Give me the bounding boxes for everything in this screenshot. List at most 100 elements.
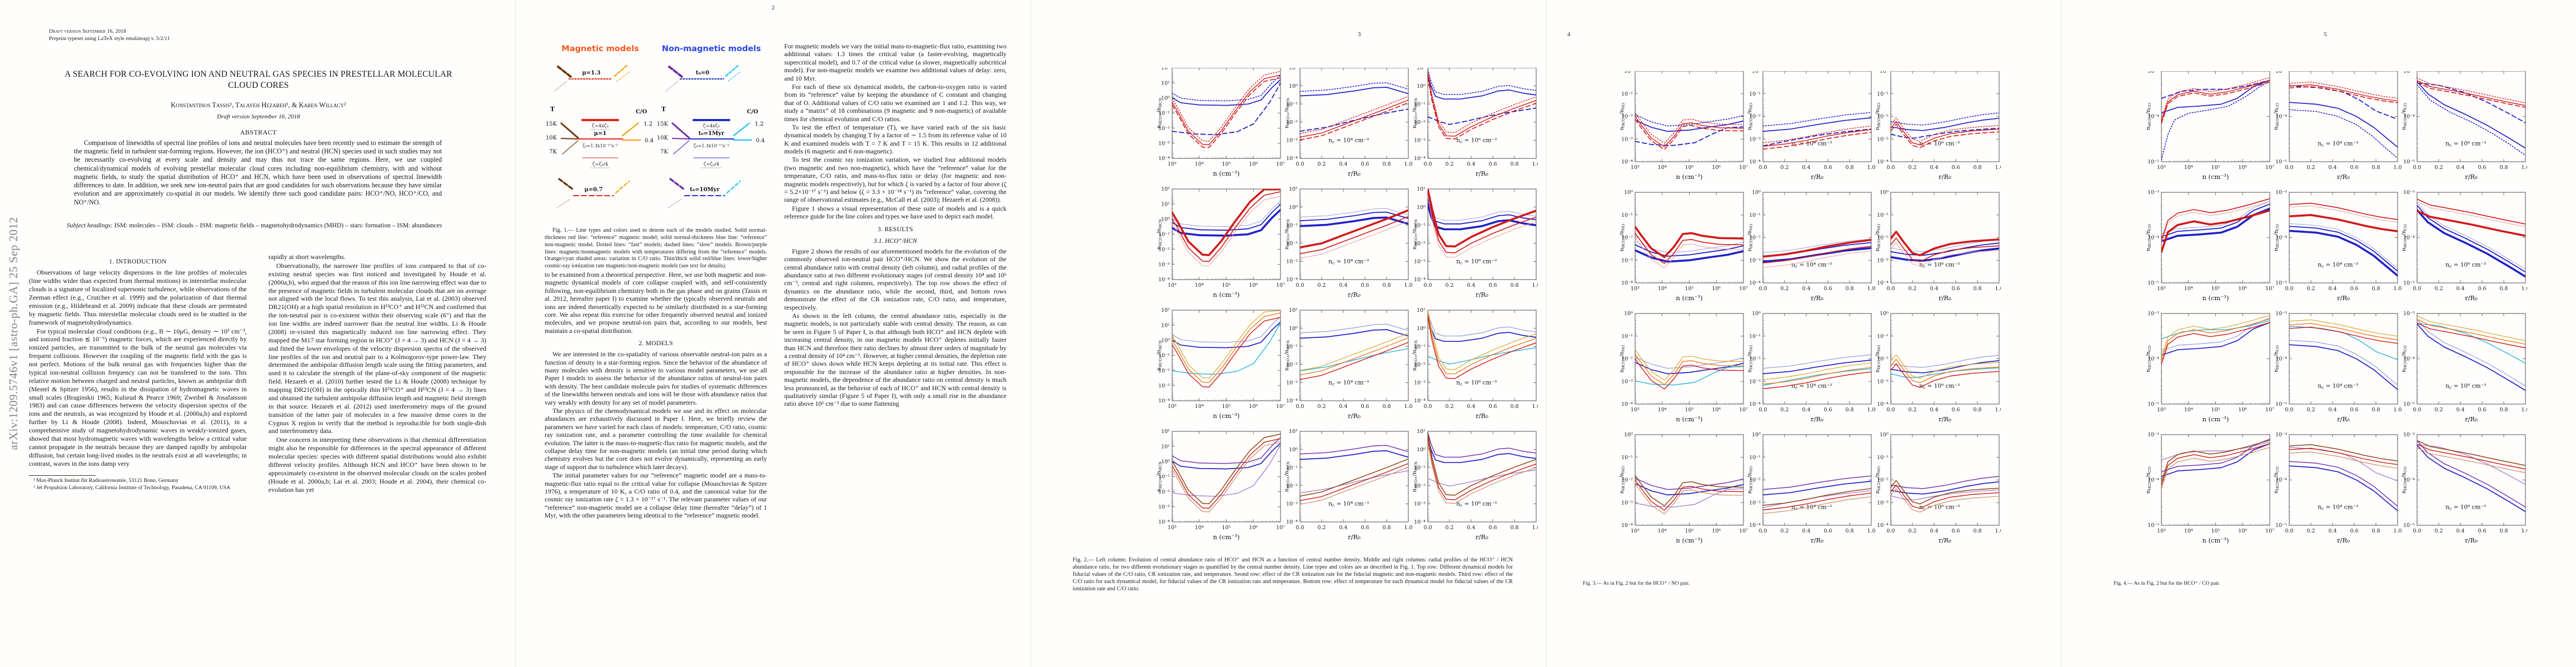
svg-text:0.0: 0.0 [2285,407,2293,413]
svg-text:0.4: 0.4 [2328,407,2336,413]
svg-text:10⁻⁴: 10⁻⁴ [1749,522,1761,529]
svg-text:0.0: 0.0 [1296,525,1304,531]
svg-text:10⁻¹: 10⁻¹ [1414,344,1426,350]
svg-text:n (cm⁻³): n (cm⁻³) [1213,291,1239,298]
svg-text:0.2: 0.2 [2434,407,2443,413]
svg-text:10⁻⁴: 10⁻⁴ [2275,114,2287,120]
svg-text:r/R₀: r/R₀ [1811,415,1823,423]
page-3: 3 10² 10¹ 10⁰ 10⁻¹ 10⁻² 10⁻³ 10⁻⁴ 10³ 10⁴ 10⁵ 10⁶ 1… [1030,0,1546,667]
svg-text:nHCO+/nCO: nHCO+/nCO [2145,466,2152,494]
svg-text:0.6: 0.6 [2478,528,2486,534]
svg-text:10⁻²: 10⁻² [1286,362,1298,368]
svg-text:0.4: 0.4 [1802,528,1810,534]
svg-text:0.4: 0.4 [1467,525,1475,531]
body-paragraph: For magnetic models we vary the initial … [784,42,1007,82]
svg-text:0.4: 0.4 [1802,407,1810,413]
svg-text:10⁻⁴: 10⁻⁴ [1877,159,1889,165]
svg-text:10¹: 10¹ [1161,444,1170,450]
svg-text:10⁻⁴: 10⁻⁴ [1877,522,1889,529]
svg-text:10⁻³: 10⁻³ [1414,380,1426,386]
svg-text:10⁻²: 10⁻² [1749,477,1761,484]
figure-4-ca​ption: Fig. 4.— As in Fig. 2 but for the HCO⁺ /… [2114,580,2220,586]
body-paragraph: rapidly at short wavelengths. [268,253,346,261]
figure-1-caption: Fig. 1.— Line types and colors used to d… [545,227,767,270]
svg-text:10⁻³: 10⁻³ [2403,71,2415,74]
svg-text:10¹: 10¹ [1289,307,1298,313]
svg-text:r/R₀: r/R₀ [2337,536,2350,544]
svg-text:1.0: 1.0 [1995,407,2001,413]
svg-text:0.0: 0.0 [2413,165,2421,171]
svg-text:r/R₀: r/R₀ [1348,291,1361,298]
svg-text:μ=1: μ=1 [594,131,607,137]
svg-text:0.2: 0.2 [1445,404,1453,410]
svg-text:10⁻²: 10⁻² [1158,126,1170,132]
svg-text:1.0: 1.0 [1404,404,1412,410]
svg-text:0.8: 0.8 [1510,525,1518,531]
svg-text:10²: 10² [1161,186,1170,192]
svg-text:nHCO+/nCO: nHCO+/nCO [2273,224,2280,251]
svg-text:1.0: 1.0 [2393,286,2401,292]
figure-1-model-legend: Magnetic models μ=1.3 T 15K 10K 7K ζ=4xζ₀ μ=1 ζ₀… [545,42,767,227]
body-paragraph: Figure 2 shows the results of our aforem… [784,247,1007,311]
svg-text:10⁶: 10⁶ [2238,165,2247,171]
svg-text:10⁻⁵: 10⁻⁵ [2148,280,2159,286]
svg-text:0.6: 0.6 [1361,282,1369,288]
svg-text:nc = 10⁶ cm⁻³: nc = 10⁶ cm⁻³ [2445,504,2486,511]
svg-text:10⁻³: 10⁻³ [1877,257,1889,263]
svg-text:10³: 10³ [1631,407,1640,413]
svg-text:10⁻¹: 10⁻¹ [1749,91,1761,97]
page2-left-column: Magnetic models μ=1.3 T 15K 10K 7K ζ=4xζ₀ μ=1 ζ₀… [545,42,767,651]
svg-text:10⁻¹: 10⁻¹ [1286,222,1298,228]
svg-text:10⁻³: 10⁻³ [1621,500,1633,506]
svg-text:1.0: 1.0 [2521,286,2527,292]
svg-text:r/R₀: r/R₀ [1348,533,1361,541]
svg-text:10⁻⁴: 10⁻⁴ [1414,398,1426,404]
svg-text:0.6: 0.6 [2478,165,2486,171]
svg-text:0.0: 0.0 [2413,286,2421,292]
svg-text:0.6: 0.6 [1823,286,1832,292]
svg-text:10⁻⁴: 10⁻⁴ [2403,114,2415,120]
svg-text:10⁻¹: 10⁻¹ [1158,232,1170,238]
svg-text:r/R₀: r/R₀ [2465,536,2478,544]
svg-text:0.8: 0.8 [1973,407,1981,413]
svg-text:0.4: 0.4 [1802,286,1810,292]
svg-text:0.4: 0.4 [2456,528,2464,534]
svg-text:0.2: 0.2 [1908,528,1916,534]
svg-text:μ=0.7: μ=0.7 [584,187,602,193]
svg-text:10⁻⁵: 10⁻⁵ [2148,401,2159,407]
svg-text:0.8: 0.8 [2499,528,2508,534]
svg-text:10⁻⁴: 10⁻⁴ [2403,477,2415,484]
svg-text:10⁻⁵: 10⁻⁵ [2275,522,2287,529]
svg-text:0.6: 0.6 [1361,161,1369,167]
svg-text:0.0: 0.0 [2285,286,2293,292]
authors-line: Konstantinos Tassis¹, Talayeh Hezareh¹, … [171,101,346,109]
svg-text:ζ₀=1.3x10⁻¹⁷s⁻¹: ζ₀=1.3x10⁻¹⁷s⁻¹ [582,143,618,148]
svg-text:10⁻⁴: 10⁻⁴ [1877,401,1889,407]
svg-text:10⁻⁴: 10⁻⁴ [2275,235,2287,241]
svg-text:10⁻¹: 10⁻¹ [1621,212,1633,218]
svg-text:C/O: C/O [747,109,759,115]
svg-text:10⁻²: 10⁻² [1414,241,1426,247]
svg-text:10⁻⁴: 10⁻⁴ [2148,235,2159,241]
svg-text:10⁻³: 10⁻³ [1158,141,1170,147]
svg-text:nc = 10⁴ cm⁻³: nc = 10⁴ cm⁻³ [1791,141,1832,148]
svg-text:10⁷: 10⁷ [2265,407,2274,413]
svg-text:n (cm⁻³): n (cm⁻³) [1213,170,1239,177]
svg-text:0.2: 0.2 [1317,404,1326,410]
svg-text:0.6: 0.6 [1951,165,1960,171]
svg-text:0.2: 0.2 [1445,161,1453,167]
svg-text:0.4: 0.4 [2456,165,2464,171]
svg-text:10¹: 10¹ [1417,429,1426,435]
svg-text:0.2: 0.2 [1908,165,1916,171]
svg-text:10⁻³: 10⁻³ [1877,136,1889,142]
svg-text:10⁻¹: 10⁻¹ [1158,353,1170,359]
svg-text:10⁵: 10⁵ [2211,528,2220,534]
svg-text:10¹: 10¹ [1417,186,1426,192]
svg-text:10⁻³: 10⁻³ [2403,432,2415,438]
svg-text:10⁵: 10⁵ [1222,282,1231,288]
svg-text:10⁻⁴: 10⁻⁴ [2403,235,2415,241]
svg-text:10⁰: 10⁰ [1417,83,1426,89]
svg-text:10⁻⁴: 10⁻⁴ [1414,519,1426,525]
svg-text:10⁵: 10⁵ [1685,528,1694,534]
svg-text:0.6: 0.6 [1823,407,1832,413]
